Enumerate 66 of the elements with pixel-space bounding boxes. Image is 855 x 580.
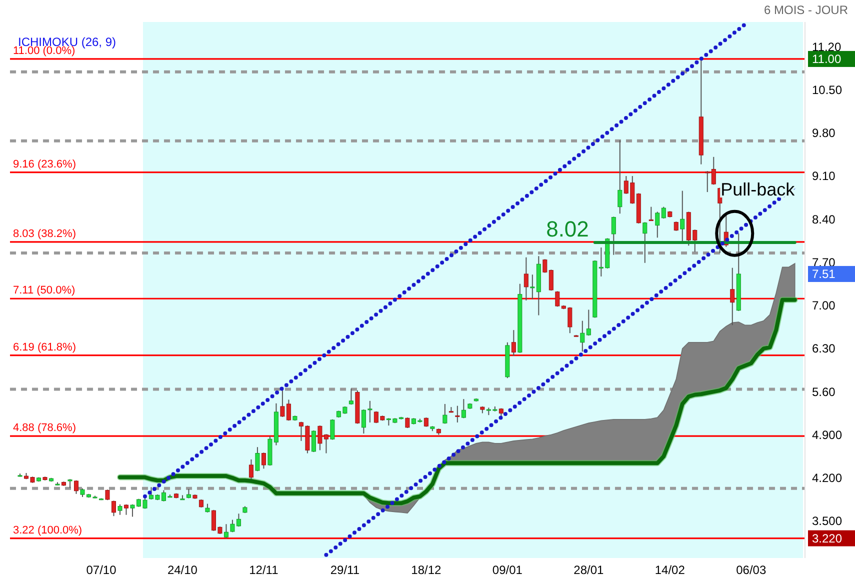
x-tick-label: 09/01: [492, 563, 523, 577]
ref-line-label: 3.22 (100.0%): [13, 524, 82, 536]
y-tick-label: 11.20: [812, 40, 842, 54]
candlestick: [180, 494, 185, 500]
candlestick: [348, 388, 354, 406]
x-tick-label: 18/12: [411, 563, 442, 577]
candlestick: [674, 221, 678, 232]
candlestick: [461, 398, 466, 419]
y-tick-label: 4.900: [812, 428, 842, 442]
candlestick: [111, 500, 116, 517]
ref-line-label: 9.16 (23.6%): [13, 158, 76, 170]
candlestick: [368, 400, 372, 423]
y-tick-label: 3.500: [812, 514, 842, 528]
ref-line-label: 7.11 (50.0%): [13, 284, 76, 297]
candlestick: [248, 458, 254, 480]
candlestick: [542, 258, 548, 274]
candlestick: [255, 446, 260, 472]
candlestick: [311, 430, 316, 453]
candlestick: [618, 140, 622, 214]
candlestick: [118, 504, 122, 516]
candlestick: [511, 330, 516, 356]
candlestick: [361, 409, 366, 434]
series-label: 8.02: [546, 216, 589, 242]
candlestick: [442, 403, 448, 424]
candlestick: [655, 211, 660, 238]
candlestick: [580, 320, 585, 352]
x-tick-label: 07/10: [86, 563, 117, 577]
y-tick-label: 7.00: [812, 298, 836, 313]
ref-line-label: 11.00 (0.0%): [13, 44, 76, 57]
y-tick-label: 9.10: [812, 169, 836, 184]
candlestick: [455, 405, 460, 423]
ref-line-label: 8.03 (38.2%): [13, 228, 76, 240]
y-tick-label: 4.200: [812, 471, 842, 486]
x-tick-label: 14/02: [654, 563, 686, 577]
x-tick-label: 28/01: [574, 563, 604, 577]
line-series: [116, 296, 798, 506]
y-tick-label: 8.40: [812, 212, 836, 226]
y-tick-label: 6.30: [812, 342, 836, 356]
candlestick: [711, 156, 716, 186]
x-tick-label: 06/03: [736, 563, 766, 577]
candlestick: [530, 274, 535, 300]
candlestick: [261, 452, 266, 470]
candlestick: [648, 206, 654, 222]
candlestick: [74, 480, 78, 494]
ref-line-label: 4.88 (78.6%): [13, 422, 76, 434]
text: 7.51: [812, 267, 836, 282]
candlestick: [661, 206, 666, 220]
text: 3.220: [812, 531, 842, 546]
x-tick-label: 29/11: [330, 563, 360, 577]
candlestick: [548, 269, 554, 292]
x-tick-label: 24/10: [167, 563, 198, 577]
candlestick: [730, 267, 735, 326]
candlestick: [405, 417, 410, 429]
text: 11.00: [812, 52, 842, 66]
candlestick: [224, 524, 228, 539]
ref-line-label: 6.19 (61.8%): [13, 341, 76, 354]
x-tick-label: 12/11: [249, 563, 279, 577]
candlestick: [524, 256, 528, 301]
candlestick: [555, 290, 560, 308]
y-tick-label: 5.60: [812, 384, 836, 399]
chart-title: 6 MOIS - JOUR: [764, 3, 848, 17]
y-tick-label: 9.80: [812, 126, 836, 140]
candlestick: [586, 309, 591, 336]
candlestick: [424, 417, 428, 428]
y-tick-label: 10.50: [812, 82, 842, 97]
candlestick: [705, 170, 710, 193]
